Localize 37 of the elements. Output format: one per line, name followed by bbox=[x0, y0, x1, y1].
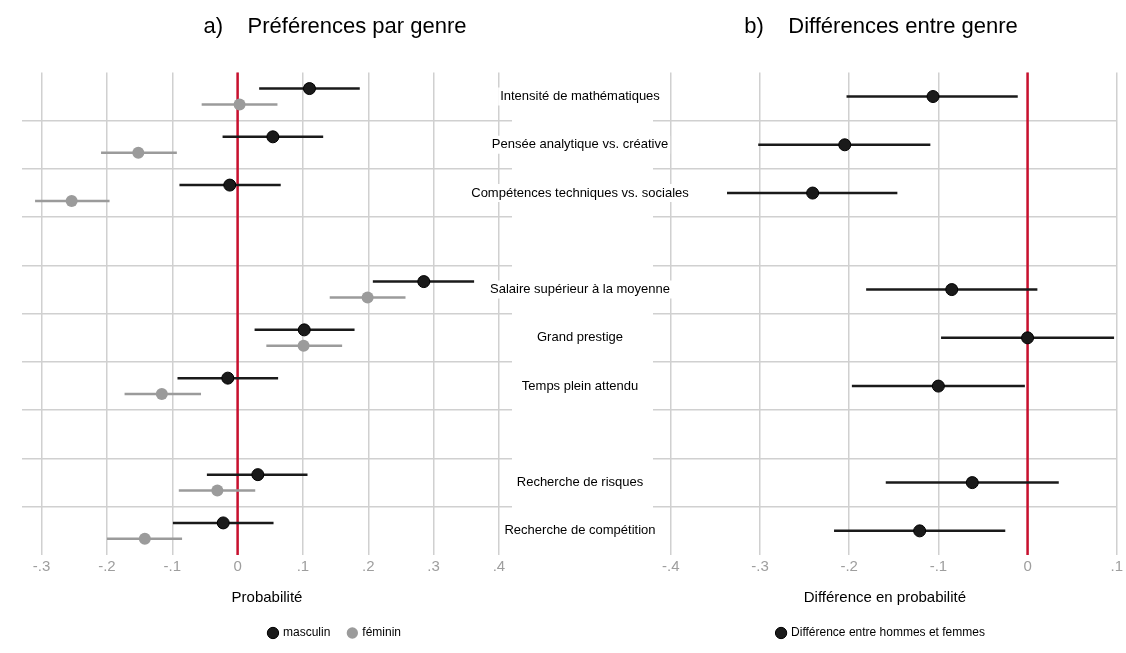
y-tick-label: Compétences techniques vs. sociales bbox=[471, 184, 690, 200]
y-tick-label: Salaire supérieur à la moyenne bbox=[490, 281, 670, 297]
x-tick-label: 0 bbox=[1023, 557, 1032, 575]
y-tick-label: Pensée analytique vs. créative bbox=[491, 136, 669, 152]
point bbox=[926, 90, 940, 104]
x-tick-label: .2 bbox=[362, 557, 375, 575]
point bbox=[838, 138, 852, 152]
chart-title: a) Préférences par genre bbox=[203, 13, 467, 39]
x-tick-label: .4 bbox=[492, 557, 506, 575]
x-axis-title: Différence en probabilité bbox=[803, 588, 967, 606]
x-tick-label: -.1 bbox=[163, 557, 182, 575]
x-tick-label: -.2 bbox=[98, 557, 116, 575]
point bbox=[1021, 331, 1035, 345]
y-tick-label: Temps plein attendu bbox=[521, 377, 639, 393]
point bbox=[931, 379, 945, 393]
x-tick-label: -.4 bbox=[662, 557, 680, 575]
x-tick-label: .3 bbox=[427, 557, 440, 575]
x-tick-label: -.3 bbox=[751, 557, 769, 575]
x-tick-label: -.2 bbox=[840, 557, 858, 575]
x-tick-label: .1 bbox=[296, 557, 310, 575]
y-tick-label: Recherche de compétition bbox=[504, 522, 656, 538]
y-tick-label: Intensité de mathématiques bbox=[500, 88, 661, 104]
x-tick-label: 0 bbox=[233, 557, 242, 575]
y-tick-label: Recherche de risques bbox=[516, 474, 644, 490]
x-tick-label: -.1 bbox=[929, 557, 948, 575]
point bbox=[945, 283, 959, 297]
legend-label: féminin bbox=[362, 625, 402, 640]
point bbox=[913, 524, 927, 538]
legend-label: masculin bbox=[282, 625, 331, 640]
point bbox=[965, 476, 979, 490]
point bbox=[806, 186, 820, 200]
legend-label: Différence entre hommes et femmes bbox=[791, 625, 985, 640]
x-tick-label: -.3 bbox=[32, 557, 51, 575]
x-tick-label: .1 bbox=[1110, 557, 1123, 575]
chart-title: b) Différences entre genre bbox=[744, 13, 1018, 39]
x-axis-title: Probabilité bbox=[231, 588, 303, 606]
y-tick-label: Grand prestige bbox=[537, 329, 623, 345]
